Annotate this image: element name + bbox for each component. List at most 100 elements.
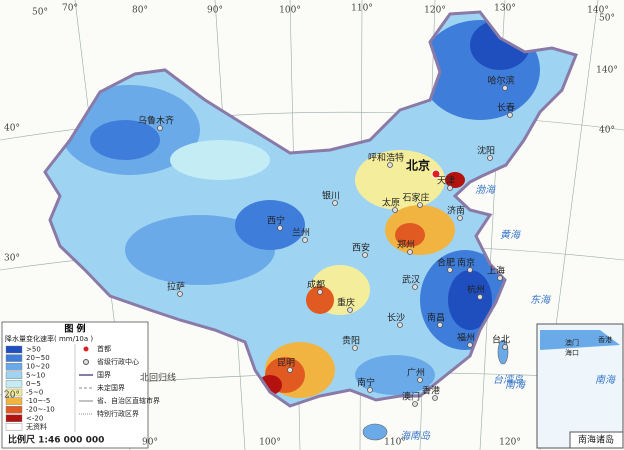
legend-label: 20~50 <box>26 354 50 362</box>
city-marker <box>502 85 508 91</box>
scale: 比例尺 1:46 000 000 <box>8 434 104 446</box>
city-label: 拉萨 <box>167 281 185 293</box>
city-marker <box>487 155 493 161</box>
city-label: 成都 <box>307 279 325 291</box>
city-marker <box>417 377 423 383</box>
sea-label: 东海 <box>530 294 552 306</box>
city-label: 武汉 <box>402 274 420 286</box>
capital-marker <box>431 169 441 179</box>
city-marker <box>302 237 308 243</box>
legend-symbol-label: 特别行政区界 <box>97 409 139 418</box>
legend-swatch <box>5 423 23 431</box>
city-marker <box>477 294 483 300</box>
city-marker <box>497 275 503 281</box>
legend-label: <-20 <box>26 414 43 422</box>
city-marker <box>502 344 508 350</box>
city-label: 天津 <box>437 176 455 187</box>
inset-label: 海口 <box>565 348 579 357</box>
city-label: 济南 <box>447 205 465 217</box>
graticule-label: 50° <box>599 14 615 24</box>
legend-symbol <box>83 359 89 365</box>
city-marker <box>417 202 423 208</box>
city-label: 银川 <box>322 190 340 202</box>
city-label: 西宁 <box>267 215 285 227</box>
graticule-label: 130° <box>494 4 516 14</box>
city-label: 台北 <box>492 334 510 346</box>
city-marker <box>332 200 338 206</box>
tropic-label: 北回归线 <box>140 372 176 384</box>
graticule-label: 120° <box>424 6 446 16</box>
legend-label: 无资料 <box>26 422 47 431</box>
legend-swatch <box>5 397 23 405</box>
legend-swatch <box>5 388 23 397</box>
city-label: 长沙 <box>387 312 405 324</box>
city-marker <box>287 367 293 373</box>
city-marker <box>467 267 473 273</box>
city-marker <box>412 401 418 407</box>
city-marker <box>352 345 358 351</box>
city-label: 沈阳 <box>477 145 495 157</box>
legend-swatch <box>5 363 23 371</box>
graticule-label: 90° <box>142 438 158 448</box>
city-label: 长春 <box>497 102 515 114</box>
legend-symbol-label: 省级行政中心 <box>97 357 139 366</box>
legend-swatch <box>5 371 23 379</box>
city-label: 重庆 <box>337 297 355 309</box>
city-label: 福州 <box>457 332 475 344</box>
hainan <box>362 423 388 441</box>
city-label: 太原 <box>382 197 400 209</box>
graticule-label: 70° <box>62 4 78 14</box>
legend-label: -5~0 <box>26 389 43 397</box>
border <box>43 10 579 408</box>
graticule-label: 90° <box>207 6 223 16</box>
legend-symbol <box>82 345 90 353</box>
graticule-label: 50° <box>32 8 48 18</box>
graticule-label: 30° <box>4 254 20 264</box>
legend-label: 10~20 <box>26 363 50 371</box>
city-label: 乌鲁木齐 <box>138 115 174 127</box>
capital-label: 北京 <box>406 158 430 173</box>
legend-symbol-label: 省、自治区直辖市界 <box>97 396 160 405</box>
sea-label: 黄海 <box>500 229 522 241</box>
city-label: 南宁 <box>357 377 375 389</box>
city-label: 澳门 <box>402 391 420 403</box>
city-marker <box>447 267 453 273</box>
graticule-label: 140° <box>596 66 618 76</box>
sea-label: 渤海 <box>475 184 497 196</box>
city-label: 呼和浩特 <box>368 152 404 164</box>
legend-symbol-label: 未定国界 <box>97 383 125 392</box>
graticule-label: 120° <box>499 438 521 448</box>
sea-label: 南海 <box>505 379 527 391</box>
legend-label: 0~5 <box>26 380 41 388</box>
legend-swatch <box>5 406 23 414</box>
city-label: 哈尔滨 <box>487 75 514 87</box>
sea-label: 台湾岛 <box>493 374 524 386</box>
legend-swatch <box>5 414 23 422</box>
city-label: 昆明 <box>277 358 295 369</box>
graticule-label: 100° <box>259 438 281 448</box>
city-marker <box>362 252 368 258</box>
legend-label: -20~-10 <box>26 406 55 414</box>
legend-symbol-label: 国界 <box>97 371 111 379</box>
graticule-label: 140° <box>587 6 609 16</box>
inset-title: 南海诸岛 <box>578 434 614 446</box>
inset-label: 澳门 <box>565 338 579 347</box>
city-label: 合肥 <box>437 257 455 269</box>
inset-label: 香港 <box>598 335 612 344</box>
legend-subtitle: 降水量变化速率( mm/10a ) <box>5 334 93 343</box>
city-marker <box>397 322 403 328</box>
city-marker <box>437 322 443 328</box>
city-label: 广州 <box>407 367 425 379</box>
city-label: 南昌 <box>427 312 445 324</box>
city-marker <box>392 207 398 213</box>
city-marker <box>467 342 473 348</box>
legend-title: 图 例 <box>64 323 85 335</box>
inset: 南海诸岛 <box>536 323 624 449</box>
city-marker <box>317 289 323 295</box>
graticule-label: 20° <box>4 391 20 401</box>
legend-label: >50 <box>26 346 41 354</box>
city-marker <box>407 249 413 255</box>
city-label: 西安 <box>352 242 370 254</box>
city-marker <box>277 225 283 231</box>
